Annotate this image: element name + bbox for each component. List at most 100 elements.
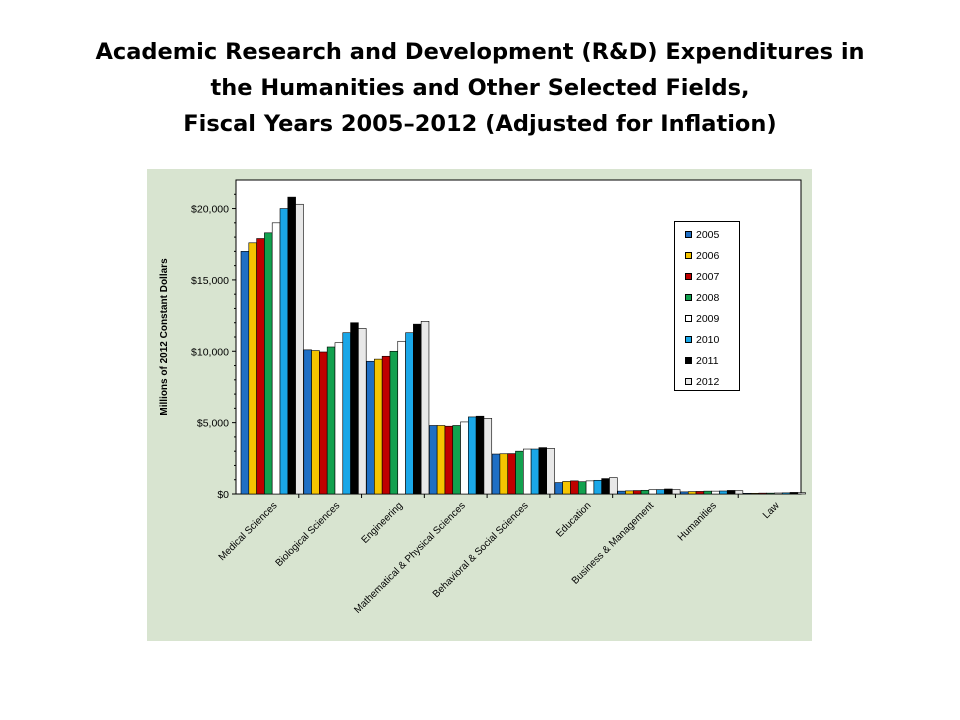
legend-label: 2011 xyxy=(696,354,719,367)
bar-2009 xyxy=(523,448,532,495)
bar-2008 xyxy=(766,492,775,495)
bar-2008 xyxy=(515,450,524,495)
bar-2011 xyxy=(664,488,673,495)
bar-2012 xyxy=(734,490,744,495)
bar-2012 xyxy=(358,328,367,495)
bar-2009 xyxy=(334,342,344,495)
legend-item: 2011 xyxy=(675,350,739,371)
bar-2010 xyxy=(719,490,728,495)
bar-2008 xyxy=(264,232,273,495)
bar-2012 xyxy=(546,448,555,495)
y-tick-label: $20,000 xyxy=(191,204,229,216)
bar-2005 xyxy=(240,251,250,495)
bar-2010 xyxy=(593,479,602,495)
bar-2005 xyxy=(491,453,501,495)
y-tick-label: $0 xyxy=(217,489,229,501)
bar-2009 xyxy=(585,480,595,495)
bar-2011 xyxy=(538,447,548,495)
bar-2011 xyxy=(601,478,610,495)
title-line-1: Academic Research and Development (R&D) … xyxy=(95,39,865,65)
chart-legend: 2005 2006 2007 2008 2009 2010 2011 2012 xyxy=(674,221,740,391)
bar-2007 xyxy=(507,453,516,495)
bar-2012 xyxy=(797,492,806,495)
bar-2006 xyxy=(436,425,446,495)
legend-item: 2010 xyxy=(675,329,739,350)
legend-item: 2007 xyxy=(675,266,739,287)
bar-2010 xyxy=(468,416,477,495)
bar-2010 xyxy=(530,448,540,495)
legend-swatch xyxy=(685,357,692,364)
legend-label: 2008 xyxy=(696,291,720,304)
legend-swatch xyxy=(685,294,692,301)
legend-swatch xyxy=(685,315,692,322)
bar-2009 xyxy=(648,489,657,495)
legend-item: 2012 xyxy=(675,371,739,392)
bar-2010 xyxy=(279,208,289,495)
bar-2012 xyxy=(295,203,304,495)
x-tick-label: Education xyxy=(554,500,593,539)
legend-swatch xyxy=(685,378,692,385)
bar-2005 xyxy=(554,482,563,495)
bar-2010 xyxy=(656,489,665,495)
legend-item: 2009 xyxy=(675,308,739,329)
bar-2012 xyxy=(671,489,681,495)
bar-2008 xyxy=(703,490,712,495)
x-tick-label: Biological Sciences xyxy=(274,500,343,569)
bar-2005 xyxy=(742,492,752,495)
slide-title: Academic Research and Development (R&D) … xyxy=(0,34,960,142)
x-tick-label: Medical Sciences xyxy=(217,500,280,563)
bar-2005 xyxy=(617,490,626,495)
y-axis-label: Millions of 2012 Constant Dollars xyxy=(159,258,170,416)
y-tick-label: $10,000 xyxy=(191,346,229,358)
legend-label: 2005 xyxy=(696,228,720,241)
bar-2007 xyxy=(256,238,265,495)
bar-2007 xyxy=(695,491,705,495)
bar-2012 xyxy=(609,477,618,495)
legend-label: 2007 xyxy=(696,270,720,283)
legend-swatch xyxy=(685,252,692,259)
bar-2005 xyxy=(429,425,438,495)
bar-2005 xyxy=(680,491,689,495)
x-tick-label: Humanities xyxy=(676,500,719,543)
bar-2008 xyxy=(577,481,587,495)
bar-2006 xyxy=(248,242,257,495)
bar-2006 xyxy=(687,491,697,495)
bar-2009 xyxy=(397,340,406,495)
title-line-2: the Humanities and Other Selected Fields… xyxy=(210,75,750,101)
bar-2006 xyxy=(499,453,509,495)
bar-2009 xyxy=(271,222,281,495)
legend-label: 2006 xyxy=(696,249,720,262)
bar-2007 xyxy=(570,480,579,495)
bar-2012 xyxy=(483,418,493,495)
legend-label: 2010 xyxy=(696,333,720,346)
bar-2008 xyxy=(389,350,399,495)
bar-2006 xyxy=(562,481,571,495)
legend-label: 2012 xyxy=(696,375,720,388)
bar-2005 xyxy=(366,360,375,495)
bar-2007 xyxy=(758,492,767,495)
bar-2011 xyxy=(350,322,359,495)
bar-2010 xyxy=(781,492,791,495)
x-tick-label: Mathematical & Physical Sciences xyxy=(352,500,467,615)
bar-2011 xyxy=(789,492,799,495)
legend-swatch xyxy=(685,336,692,343)
bar-2007 xyxy=(632,490,642,495)
bar-2011 xyxy=(413,323,422,495)
bar-2007 xyxy=(444,425,454,495)
bar-2009 xyxy=(774,492,783,495)
legend-item: 2006 xyxy=(675,245,739,266)
x-tick-label: Engineering xyxy=(360,500,406,546)
bar-2006 xyxy=(311,350,320,495)
bar-2005 xyxy=(303,349,312,495)
legend-item: 2008 xyxy=(675,287,739,308)
y-tick-label: $15,000 xyxy=(191,275,229,287)
x-tick-label: Law xyxy=(761,500,782,521)
y-tick-label: $5,000 xyxy=(197,418,229,430)
title-line-3: Fiscal Years 2005–2012 (Adjusted for Inf… xyxy=(183,111,777,137)
bar-2006 xyxy=(374,358,383,495)
bar-2006 xyxy=(625,490,634,495)
bar-2008 xyxy=(640,489,650,495)
bar-2011 xyxy=(287,196,296,495)
bar-2008 xyxy=(326,346,336,495)
bar-2006 xyxy=(750,492,760,495)
